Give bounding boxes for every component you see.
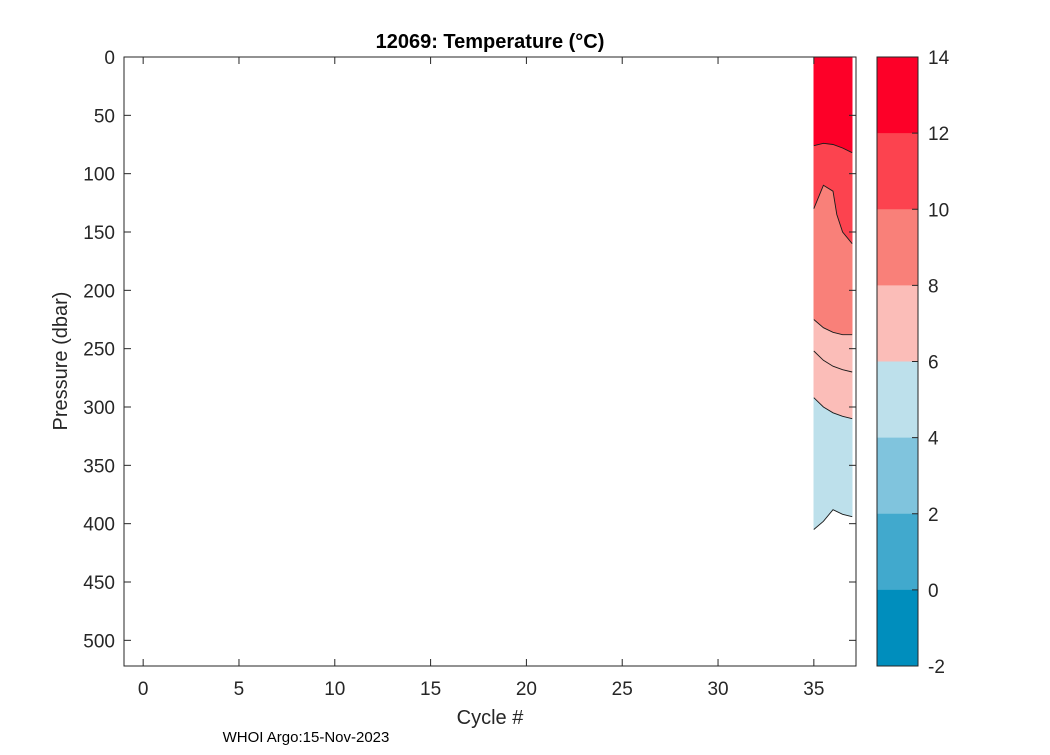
chart-title: 12069: Temperature (°C) <box>376 31 605 53</box>
colorbar-tick-label: 14 <box>928 48 950 69</box>
y-axis-label: Pressure (dbar) <box>50 292 72 431</box>
isotherm-6 <box>813 397 853 420</box>
colorbar-tick-label: 8 <box>928 276 939 297</box>
colorbar-bin-2-4 <box>877 437 918 515</box>
colorbar-tick-label: 10 <box>928 200 949 221</box>
plot-frame <box>123 56 857 667</box>
plot-area <box>124 57 856 666</box>
colorbar-tick-label: -2 <box>928 657 945 678</box>
colorbar-bin-10-12 <box>877 133 918 210</box>
y-tick-label: 350 <box>83 456 115 477</box>
x-tick-label: 10 <box>324 679 345 700</box>
x-axis: 0 5 10 15 20 25 30 35 <box>138 57 824 700</box>
colorbar-bin--2-0 <box>877 589 918 667</box>
colorbar-tick-label: 12 <box>928 124 949 145</box>
x-axis-label: Cycle # <box>457 707 525 729</box>
y-tick-label: 300 <box>83 398 115 419</box>
x-tick-label: 20 <box>516 679 537 700</box>
y-tick-label: 250 <box>83 340 115 361</box>
y-tick-label: 450 <box>83 573 115 594</box>
isotherm-4 <box>813 509 853 530</box>
y-axis: 0 50 100 150 200 250 300 350 400 450 500 <box>83 48 856 652</box>
temperature-band-12-14 <box>813 56 853 154</box>
x-tick-label: 15 <box>420 679 441 700</box>
colorbar-tick-label: 0 <box>928 581 939 602</box>
isotherm-12 <box>813 142 853 154</box>
y-tick-label: 0 <box>104 48 115 69</box>
colorbar-bin-0-2 <box>877 513 918 591</box>
x-tick-label: 25 <box>612 679 633 700</box>
x-tick-label: 30 <box>707 679 728 700</box>
x-tick-label: 0 <box>138 679 149 700</box>
y-tick-label: 200 <box>83 281 115 302</box>
x-tick-label: 35 <box>803 679 824 700</box>
isotherm-lines <box>813 142 853 530</box>
x-tick-label: 5 <box>234 679 245 700</box>
colorbar-tick-label: 4 <box>928 429 939 450</box>
colorbar-bin-8-10 <box>877 209 918 286</box>
temperature-field <box>813 56 853 531</box>
y-tick-label: 400 <box>83 515 115 536</box>
y-tick-label: 500 <box>83 631 115 652</box>
footer-credit: WHOI Argo:15-Nov-2023 <box>223 729 390 746</box>
colorbar-bin-4-6 <box>877 361 918 439</box>
colorbar: 14 12 10 8 6 4 2 0 -2 <box>876 48 950 678</box>
colorbar-tick-label: 6 <box>928 353 939 374</box>
colorbar-tick-label: 2 <box>928 505 939 526</box>
y-tick-label: 100 <box>83 165 115 186</box>
colorbar-bin-6-8 <box>877 285 918 362</box>
colorbar-bin-12-14 <box>877 57 918 134</box>
y-tick-label: 50 <box>94 106 115 127</box>
isotherm-10 <box>813 184 853 244</box>
isotherm-8 <box>813 319 853 336</box>
y-tick-label: 150 <box>83 223 115 244</box>
isotherm-6 <box>813 350 853 373</box>
